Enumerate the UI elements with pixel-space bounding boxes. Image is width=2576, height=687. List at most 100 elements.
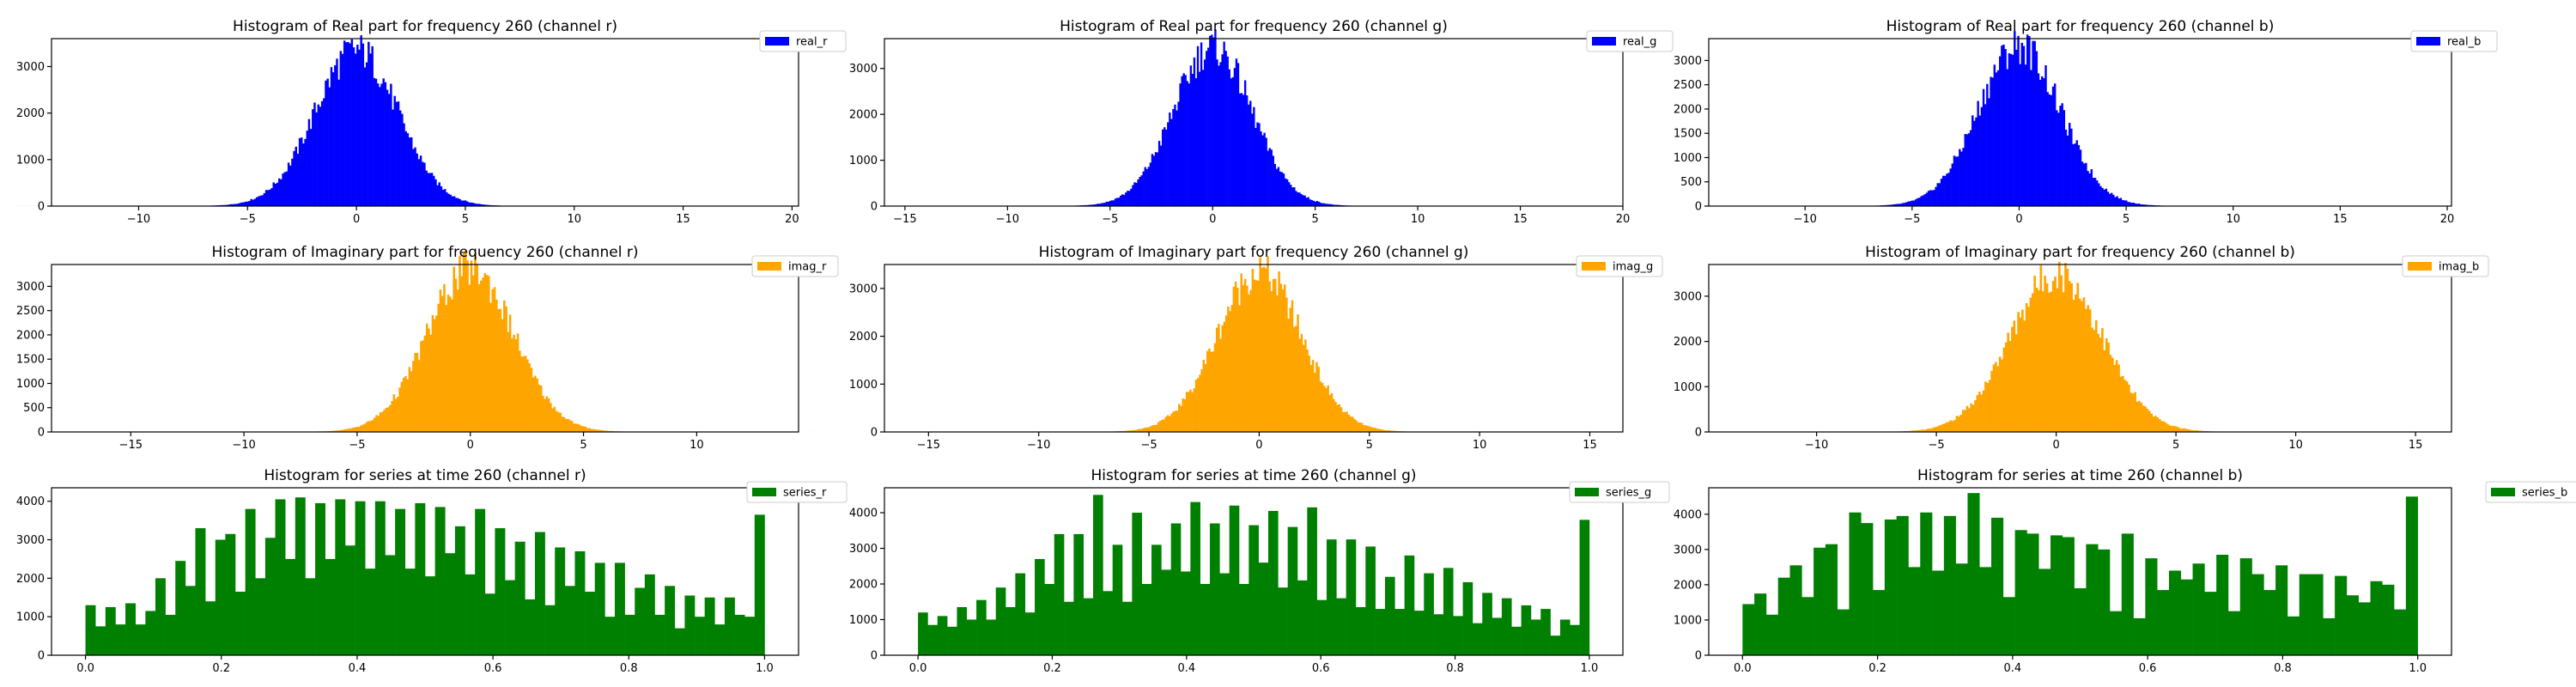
x-tick-label: −5 bbox=[240, 213, 256, 226]
histogram-bar bbox=[2057, 261, 2061, 432]
histogram-bar bbox=[2263, 590, 2276, 655]
histogram-bar bbox=[1305, 198, 1308, 206]
histogram-bar bbox=[507, 331, 510, 432]
axes-frame bbox=[51, 487, 799, 656]
histogram-bar bbox=[1279, 171, 1282, 206]
histogram-bar bbox=[2123, 380, 2127, 432]
histogram-bar bbox=[602, 430, 605, 432]
histogram-bar bbox=[1370, 427, 1373, 432]
histogram-bar bbox=[1144, 427, 1147, 432]
histogram-bar bbox=[599, 429, 603, 432]
histogram-bar bbox=[235, 592, 246, 655]
histogram-bar bbox=[1189, 389, 1192, 432]
histogram-bar bbox=[1204, 363, 1207, 432]
histogram-bar bbox=[1189, 65, 1193, 206]
histogram-bar bbox=[1936, 183, 1939, 206]
histogram-bar bbox=[1226, 56, 1229, 207]
legend-frame bbox=[1576, 255, 1663, 277]
histogram-bar bbox=[278, 178, 281, 206]
histogram-bar bbox=[1267, 510, 1279, 655]
histogram-bar bbox=[561, 416, 564, 432]
histogram-bar bbox=[2195, 430, 2198, 432]
histogram-bar bbox=[1210, 523, 1220, 655]
histogram-bar bbox=[2087, 171, 2089, 206]
histogram-bar bbox=[1114, 198, 1117, 206]
histogram-bar bbox=[1221, 325, 1224, 432]
histogram-bar bbox=[155, 578, 166, 655]
histogram-bar bbox=[374, 501, 386, 655]
histogram-bar bbox=[2136, 401, 2139, 432]
histogram-bar bbox=[352, 47, 355, 206]
histogram-bar bbox=[459, 255, 461, 432]
histogram-bar bbox=[1949, 168, 1952, 206]
histogram-bar bbox=[464, 200, 467, 206]
histogram-bar bbox=[389, 404, 392, 432]
histogram-bar bbox=[414, 352, 416, 432]
histogram-bar bbox=[1024, 612, 1036, 655]
histogram-bar bbox=[1492, 617, 1503, 655]
histogram-bar bbox=[1309, 199, 1311, 206]
histogram-bar bbox=[2103, 189, 2105, 206]
histogram-bar bbox=[1941, 424, 1944, 432]
histogram-bar bbox=[415, 502, 426, 655]
legend-swatch bbox=[1592, 37, 1616, 46]
histogram-bar bbox=[1151, 544, 1162, 655]
histogram-bar bbox=[2043, 78, 2045, 206]
histogram-bar bbox=[1150, 426, 1152, 432]
histogram-bar bbox=[539, 386, 543, 432]
histogram-bar bbox=[1995, 72, 1998, 206]
histogram-bar bbox=[2187, 429, 2190, 432]
histogram-bar bbox=[1015, 573, 1026, 655]
histogram-bar bbox=[1155, 424, 1158, 432]
histogram-bar bbox=[439, 289, 442, 432]
histogram-bar bbox=[401, 113, 404, 206]
histogram-bar bbox=[287, 162, 290, 206]
histogram-bar bbox=[2035, 51, 2038, 206]
x-tick-label: 0.2 bbox=[1043, 662, 1061, 675]
x-tick-label: 0.2 bbox=[1868, 662, 1886, 675]
histogram-bar bbox=[2009, 53, 2013, 206]
histogram-bar bbox=[1165, 129, 1168, 206]
histogram-bar bbox=[2095, 180, 2099, 206]
histogram-bar bbox=[430, 173, 434, 206]
histogram-bar bbox=[1298, 338, 1302, 432]
histogram-bar bbox=[1236, 288, 1239, 432]
histogram-bar bbox=[125, 603, 137, 655]
legend-swatch bbox=[752, 488, 776, 496]
legend-label: imag_r bbox=[788, 261, 827, 274]
histogram-bar bbox=[1090, 204, 1092, 206]
histogram-bar bbox=[397, 101, 400, 206]
histogram-bar bbox=[1986, 83, 1989, 206]
histogram-bar bbox=[301, 137, 303, 206]
histogram-bar bbox=[2001, 46, 2003, 206]
histogram-bar bbox=[1344, 411, 1346, 432]
histogram-bar bbox=[2216, 555, 2229, 655]
legend-label: series_b bbox=[2522, 487, 2567, 500]
histogram-bar bbox=[2193, 430, 2196, 432]
histogram-bar bbox=[2111, 192, 2113, 206]
histogram-bar bbox=[1200, 42, 1203, 206]
histogram-bar bbox=[2081, 161, 2084, 206]
x-tick-label: 0.6 bbox=[484, 662, 502, 675]
x-tick-label: −15 bbox=[119, 439, 143, 452]
histogram-bar bbox=[1349, 416, 1352, 432]
histogram-bar bbox=[1967, 493, 1980, 655]
histogram-bar bbox=[1132, 185, 1134, 206]
histogram-bar bbox=[471, 203, 475, 206]
histogram-bar bbox=[1219, 62, 1222, 206]
chart-title: Histogram for series at time 260 (channe… bbox=[264, 467, 586, 484]
x-tick-label: 1.0 bbox=[2409, 662, 2427, 675]
histogram-bar bbox=[377, 416, 380, 432]
x-tick-label: 0.8 bbox=[1446, 662, 1464, 675]
histogram-bar bbox=[2079, 149, 2082, 206]
histogram-bar bbox=[1462, 581, 1473, 655]
histogram-bar bbox=[499, 308, 502, 432]
histogram-bar bbox=[2024, 64, 2027, 207]
histogram-bar bbox=[574, 423, 578, 432]
histogram-bar bbox=[341, 53, 344, 206]
histogram-bar bbox=[1837, 609, 1850, 655]
histogram-bar bbox=[354, 427, 357, 432]
histogram-bar bbox=[1364, 425, 1367, 432]
y-tick-label: 1500 bbox=[16, 354, 45, 367]
legend-swatch bbox=[757, 262, 781, 271]
